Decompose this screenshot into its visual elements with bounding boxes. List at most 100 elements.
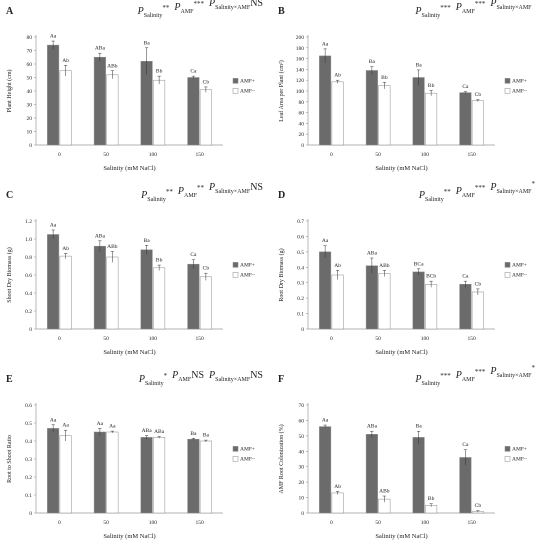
significance-letter: ABa xyxy=(154,429,165,435)
significance-letter: Aa xyxy=(50,34,57,40)
significance-letter: Ca xyxy=(190,252,197,258)
significance-letter: ABa xyxy=(95,46,106,52)
y-tick-label: 0.4 xyxy=(297,265,304,271)
bar-amf-plus xyxy=(365,70,378,146)
bar-amf-minus xyxy=(331,274,344,330)
x-tick-label: 100 xyxy=(421,336,430,342)
bar-amf-minus xyxy=(153,437,166,514)
legend-swatch-amf-plus xyxy=(232,262,239,268)
panel-letter: A xyxy=(6,6,14,17)
significance-letter: Bb xyxy=(156,258,163,264)
y-tick-label: 0.6 xyxy=(297,234,304,240)
x-tick-label: 100 xyxy=(421,520,430,526)
significance-letter: Ba xyxy=(144,40,151,46)
y-tick-label: 0 xyxy=(29,143,32,149)
sig-mark: ** xyxy=(166,188,174,196)
significance-letter: ABb xyxy=(379,489,390,495)
significance-letter: Ab xyxy=(334,484,341,490)
y-tick-label: 60 xyxy=(27,62,33,68)
sig-subscript: AMF xyxy=(178,377,192,383)
bar-amf-plus xyxy=(93,57,106,146)
significance-letter: Ab xyxy=(334,263,341,269)
y-tick-label: 0.5 xyxy=(25,421,32,427)
legend-swatch-amf-minus xyxy=(232,272,239,278)
sig-p-letter: P xyxy=(171,370,178,381)
legend-swatch-amf-minus xyxy=(504,88,511,94)
significance-letter: Ca xyxy=(190,69,197,75)
significance-header: PSalinity*** PAMF*** PSalinity×AMF* xyxy=(414,364,535,387)
sig-subscript: AMF xyxy=(462,193,476,199)
x-tick-label: 150 xyxy=(196,336,205,342)
legend-swatch-amf-minus xyxy=(504,272,511,278)
sig-p-letter: P xyxy=(208,182,215,193)
sig-subscript: Salinity xyxy=(425,197,444,203)
sig-subscript: Salinity×AMF xyxy=(496,189,532,195)
y-tick-label: 0.5 xyxy=(297,250,304,256)
significance-letter: Aa xyxy=(97,421,104,427)
panel-a: A PSalinity** PAMF*** PSalinity×AMFNS010203… xyxy=(6,0,263,172)
significance-letter: Bb xyxy=(156,69,163,75)
legend-label: AMF+ xyxy=(240,446,255,452)
x-tick-label: 100 xyxy=(149,520,158,526)
y-axis-label: AMF Root Colonization (%) xyxy=(278,424,285,493)
significance-letter: Bb xyxy=(428,83,435,89)
legend-label: AMF− xyxy=(240,272,255,278)
y-tick-label: 0.2 xyxy=(25,475,32,481)
bar-amf-minus xyxy=(199,276,212,330)
legend-swatch-amf-minus xyxy=(232,88,239,94)
significance-letter: Ca xyxy=(462,84,469,90)
bar-amf-plus xyxy=(365,434,378,514)
significance-letter: Ba xyxy=(416,424,423,430)
bar-amf-plus xyxy=(187,438,200,514)
sig-mark: *** xyxy=(440,4,451,12)
bar-amf-plus xyxy=(93,245,106,330)
y-tick-label: 0.6 xyxy=(25,273,32,279)
significance-letter: ABa xyxy=(142,428,153,434)
x-tick-label: 50 xyxy=(103,520,109,526)
bar-amf-plus xyxy=(459,457,472,514)
y-tick-label: 0 xyxy=(301,143,304,149)
legend-label: AMF+ xyxy=(512,446,527,452)
sig-subscript: Salinity xyxy=(422,13,441,19)
significance-letter: ABa xyxy=(367,251,378,257)
x-tick-label: 100 xyxy=(149,336,158,342)
legend-label: AMF+ xyxy=(512,262,527,268)
y-tick-label: 0.8 xyxy=(25,255,32,261)
y-tick-label: 0.4 xyxy=(25,291,32,297)
y-tick-label: 20 xyxy=(299,480,305,486)
bar-amf-minus xyxy=(199,440,212,514)
sig-subscript: AMF xyxy=(462,377,476,383)
bar-amf-minus xyxy=(199,89,212,146)
y-tick-label: 1.0 xyxy=(25,237,32,243)
bar-amf-minus xyxy=(471,291,484,330)
significance-letter: Ba xyxy=(369,59,376,65)
y-axis-label: Root to Shoot Ratio xyxy=(7,435,13,483)
y-tick-label: 100 xyxy=(296,89,305,95)
significance-letter: Ca xyxy=(462,442,469,448)
bar-amf-plus xyxy=(459,92,472,146)
sig-subscript: Salinity xyxy=(144,13,163,19)
sig-p-letter: P xyxy=(208,0,215,9)
bar-amf-minus xyxy=(153,267,166,330)
bar-amf-plus xyxy=(365,265,378,330)
significance-letter: Ab xyxy=(62,246,69,252)
sig-mark: NS xyxy=(191,370,204,381)
bar-amf-plus xyxy=(412,271,425,330)
bar-amf-minus xyxy=(425,92,438,146)
x-tick-label: 150 xyxy=(196,152,205,158)
significance-letter: ABb xyxy=(107,63,118,69)
y-axis-label: Plant Height (cm) xyxy=(6,70,13,113)
y-tick-label: 120 xyxy=(296,78,305,84)
y-tick-label: 1.2 xyxy=(25,219,32,225)
significance-letter: Aa xyxy=(322,238,329,244)
x-tick-label: 150 xyxy=(196,520,205,526)
y-tick-label: 20 xyxy=(27,116,33,122)
x-axis-label: Salinity (mM NaCl) xyxy=(103,533,155,540)
bar-amf-plus xyxy=(319,55,332,146)
y-axis-label: Shoot Dry Biomass (g) xyxy=(6,247,13,303)
y-tick-label: 70 xyxy=(27,49,33,55)
y-tick-label: 0.3 xyxy=(297,281,304,287)
sig-subscript: Salinity×AMF xyxy=(215,377,251,383)
y-tick-label: 20 xyxy=(299,132,305,138)
sig-p-letter: P xyxy=(414,374,421,385)
